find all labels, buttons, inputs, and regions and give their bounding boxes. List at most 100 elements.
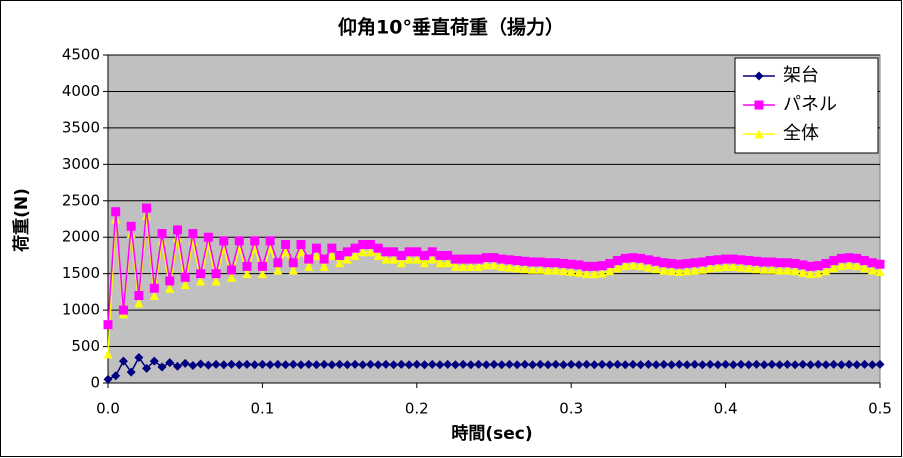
marker (597, 261, 607, 271)
marker (103, 374, 113, 384)
marker (196, 276, 206, 286)
marker (860, 263, 870, 273)
marker (180, 280, 190, 290)
marker (350, 243, 360, 253)
marker (149, 283, 159, 293)
marker (489, 359, 499, 369)
marker (504, 359, 514, 369)
marker (404, 360, 414, 370)
marker (389, 360, 399, 370)
marker (211, 269, 221, 279)
marker (111, 371, 121, 381)
marker (512, 360, 522, 370)
marker (844, 260, 854, 270)
marker (250, 360, 260, 370)
marker (813, 268, 823, 278)
marker (103, 349, 113, 359)
marker (211, 276, 221, 286)
marker (875, 266, 885, 276)
marker (497, 254, 507, 264)
marker (713, 255, 723, 265)
marker (589, 261, 599, 271)
marker (512, 263, 522, 273)
marker (744, 263, 754, 273)
marker (775, 360, 785, 370)
marker (396, 359, 406, 369)
marker (821, 266, 831, 276)
marker (111, 207, 121, 217)
marker (605, 258, 615, 268)
marker (836, 261, 846, 271)
marker (281, 247, 291, 257)
marker (335, 250, 345, 260)
marker (165, 276, 175, 286)
marker (767, 257, 777, 267)
marker (149, 291, 159, 301)
marker (257, 261, 267, 271)
marker (659, 265, 669, 275)
marker (589, 360, 599, 370)
y-tick-label: 3000 (62, 155, 100, 173)
marker (836, 253, 846, 263)
marker (358, 240, 368, 250)
marker (520, 256, 530, 266)
marker (836, 360, 846, 370)
marker (142, 203, 152, 213)
marker (651, 264, 661, 274)
x-axis-title: 時間(sec) (451, 423, 532, 444)
marker (566, 259, 576, 269)
marker (813, 359, 823, 369)
marker (504, 255, 514, 265)
marker (535, 257, 545, 267)
y-tick-label: 500 (71, 337, 100, 355)
marker (342, 247, 352, 257)
marker (628, 253, 638, 263)
marker (466, 254, 476, 264)
y-tick-label: 2000 (62, 228, 100, 246)
marker (396, 258, 406, 268)
marker (605, 266, 615, 276)
marker (412, 359, 422, 369)
marker (350, 250, 360, 260)
marker (196, 269, 206, 279)
marker (242, 261, 252, 271)
marker (342, 254, 352, 264)
marker (728, 254, 738, 264)
marker (265, 236, 275, 246)
marker (242, 269, 252, 279)
marker (373, 243, 383, 253)
marker (512, 256, 522, 266)
marker (558, 258, 568, 268)
marker (412, 247, 422, 257)
marker (497, 360, 507, 370)
marker (651, 256, 661, 266)
marker (829, 256, 839, 266)
marker (767, 359, 777, 369)
marker (551, 265, 561, 275)
marker (134, 291, 144, 301)
marker (535, 359, 545, 369)
marker (844, 253, 854, 263)
marker (736, 255, 746, 265)
marker (867, 258, 877, 268)
marker (806, 261, 816, 271)
marker (775, 265, 785, 275)
marker (574, 267, 584, 277)
marker (365, 240, 375, 250)
marker (196, 359, 206, 369)
marker (697, 257, 707, 267)
marker (466, 360, 476, 370)
marker (504, 262, 514, 272)
marker (829, 263, 839, 273)
marker (620, 253, 630, 263)
marker (697, 360, 707, 370)
marker (234, 360, 244, 370)
marker (157, 229, 167, 239)
marker (381, 359, 391, 369)
marker (358, 360, 368, 370)
legend-label: 架台 (783, 65, 819, 86)
y-tick-label: 1000 (62, 301, 100, 319)
marker (790, 266, 800, 276)
legend-label: パネル (783, 94, 837, 115)
marker (713, 262, 723, 272)
